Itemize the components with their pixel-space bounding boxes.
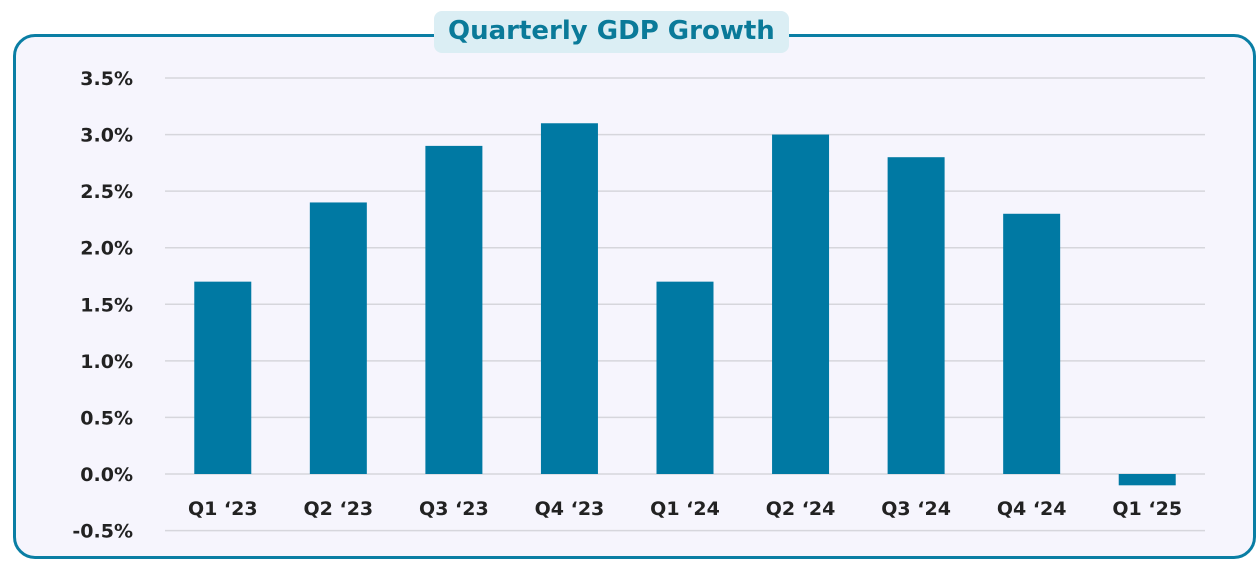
x-tick-label: Q4 ‘23 [535, 498, 605, 520]
y-tick-label: -0.5% [72, 521, 133, 543]
y-tick-label: 3.5% [80, 68, 133, 90]
y-tick-label: 0.0% [80, 464, 133, 486]
y-tick-label: 2.5% [80, 181, 133, 203]
y-tick-label: 3.0% [80, 125, 133, 147]
bar [656, 281, 714, 474]
y-tick-label: 2.0% [80, 238, 133, 260]
x-tick-label: Q1 ‘24 [650, 498, 720, 520]
x-tick-label: Q2 ‘24 [766, 498, 836, 520]
y-tick-label: 1.0% [80, 351, 133, 373]
bar [309, 202, 367, 474]
bar [1003, 213, 1061, 474]
x-tick-label: Q1 ‘25 [1112, 498, 1182, 520]
bar [540, 123, 598, 474]
bar [194, 281, 252, 474]
x-tick-label: Q3 ‘23 [419, 498, 489, 520]
x-tick-label: Q4 ‘24 [997, 498, 1067, 520]
bar [772, 134, 830, 475]
x-tick-label: Q3 ‘24 [881, 498, 951, 520]
bar [1118, 474, 1176, 486]
bar [425, 145, 483, 474]
chart-title: Quarterly GDP Growth [434, 11, 789, 53]
y-tick-label: 0.5% [80, 407, 133, 429]
x-tick-label: Q1 ‘23 [188, 498, 258, 520]
y-tick-label: 1.5% [80, 294, 133, 316]
bar [887, 157, 945, 474]
x-tick-label: Q2 ‘23 [304, 498, 374, 520]
